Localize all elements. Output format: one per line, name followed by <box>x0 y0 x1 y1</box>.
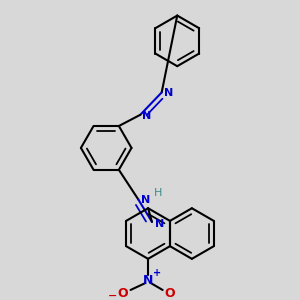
Text: O: O <box>117 287 128 300</box>
Text: N: N <box>155 219 164 229</box>
Text: −: − <box>108 291 118 300</box>
Text: N: N <box>142 111 152 121</box>
Text: H: H <box>154 188 162 198</box>
Text: N: N <box>164 88 173 98</box>
Text: N: N <box>143 274 153 287</box>
Text: N: N <box>142 196 151 206</box>
Text: +: + <box>153 268 161 278</box>
Text: O: O <box>164 287 175 300</box>
